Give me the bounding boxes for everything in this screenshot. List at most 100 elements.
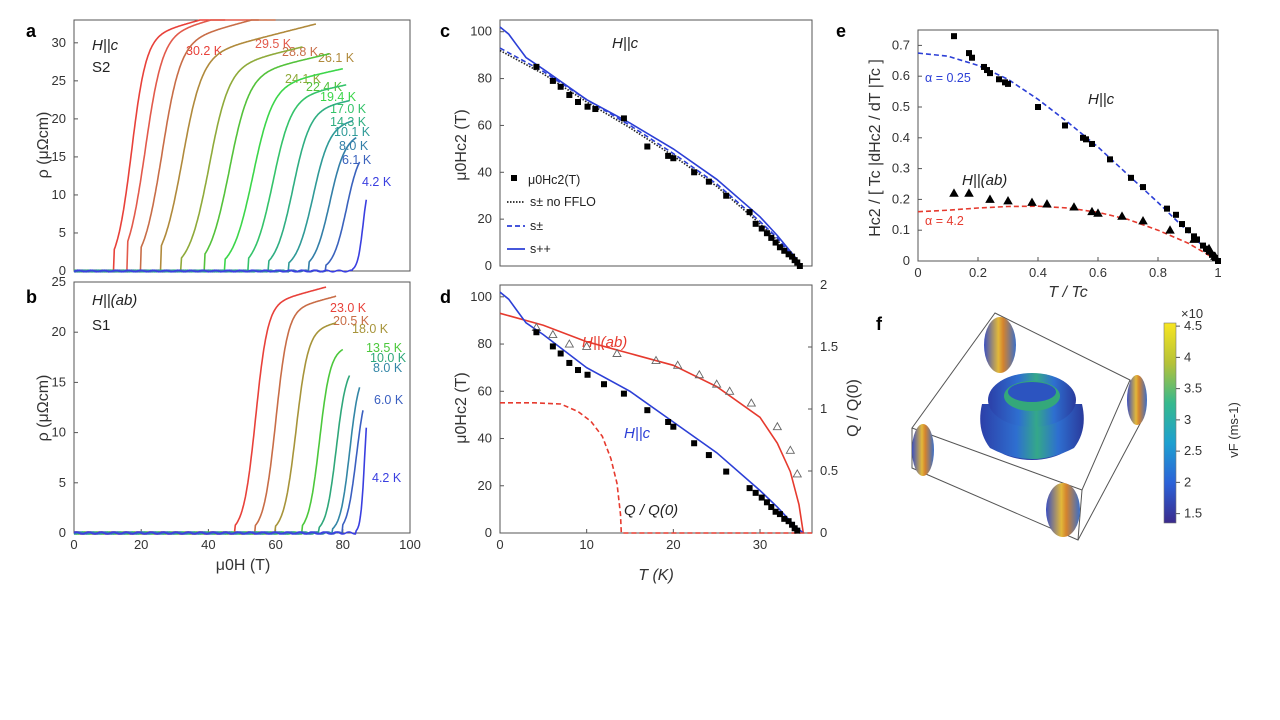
- panel-e-c-point-20: [1185, 227, 1191, 234]
- panel-d-c-point-4: [575, 367, 581, 374]
- panel-c-point-12: [705, 178, 712, 185]
- panel-d-xtick-label-0: 0: [496, 537, 503, 552]
- colorbar-exponent: ×10: [1181, 306, 1203, 321]
- panel-d-curves: [499, 291, 812, 534]
- panel-e-c-point-23: [1200, 242, 1206, 249]
- panel-e-c-point-19: [1179, 221, 1185, 228]
- panel-d-ytick-label-2: 40: [478, 431, 492, 446]
- panel-d-annot-ab: H||(ab): [582, 334, 627, 351]
- panel-c-point-7: [620, 115, 627, 122]
- panel-a-curve-label-2: 28.8 K: [282, 45, 319, 59]
- panel-c-point-13: [723, 192, 730, 199]
- panel-a-letter: a: [26, 21, 37, 41]
- colorbar-tick-label-0: 4.5: [1184, 318, 1202, 333]
- panel-c-ytick-label-1: 20: [478, 211, 492, 226]
- panel-c-point-10: [670, 155, 677, 162]
- panel-c-point-18: [768, 234, 775, 241]
- panel-b-ytick-label-0: 0: [59, 525, 66, 540]
- panel-e-ytick-label-5: 0.5: [892, 99, 910, 114]
- panel-d-y2-ytick-label-3: 1.5: [820, 339, 838, 354]
- panel-d-letter: d: [440, 287, 451, 307]
- panel-c-yticks: 0 20 40 60 80 100: [470, 24, 504, 273]
- panel-c-ytick-label-5: 100: [470, 24, 492, 39]
- panel-e-c-point-0: [951, 33, 957, 40]
- panel-e-ab-point-14: [1210, 251, 1220, 260]
- panel-e-ytick-label-1: 0.1: [892, 222, 910, 237]
- panel-c-point-16: [758, 225, 765, 232]
- panel-d-yticks: 0 20 40 60 80 100: [470, 289, 504, 540]
- panel-e-xtick-label-4: 0.8: [1149, 265, 1167, 280]
- panel-c-ylabel: μ0Hc2 (T): [453, 109, 470, 180]
- panel-e-c-point-1: [966, 50, 972, 57]
- panel-c-line-0: [499, 49, 803, 267]
- panel-d-c-point-21: [781, 515, 788, 522]
- panel-e-xticks: 0 0.2 0.4 0.6 0.8 1: [914, 257, 1222, 280]
- panel-d-ab-point-4: [612, 348, 622, 357]
- panel-c-point-19: [772, 239, 779, 246]
- panel-d-xtick-label-1: 10: [579, 537, 593, 552]
- panel-e-ab-point-6: [1069, 202, 1079, 211]
- panel-b-xtick-label-1: 20: [134, 537, 148, 552]
- panel-c-point-14: [746, 209, 753, 216]
- panel-a-ylabel: ρ (μΩcm): [35, 112, 52, 179]
- panel-e-alpha2: α = 4.2: [925, 214, 964, 228]
- panel-b-ytick-label-1: 5: [59, 475, 66, 490]
- panel-e-ytick-label-2: 0.2: [892, 191, 910, 206]
- panel-d-c-point-1: [549, 343, 556, 350]
- panel-d-ab-point-6: [672, 360, 683, 369]
- panel-a-curve-label-11: 6.1 K: [342, 153, 372, 167]
- colorbar-tick-label-1: 4: [1184, 349, 1191, 364]
- panel-a-curves: 30.2 K 29.5 K28.8 K 26.1 K24.1 K22.4 K19.4…: [73, 19, 392, 273]
- panel-d-c-point-20: [776, 511, 783, 518]
- colorbar-tick-label-4: 2.5: [1184, 443, 1202, 458]
- panel-d-c-point-16: [758, 494, 765, 501]
- panel-e-ab-point-7: [1087, 206, 1097, 216]
- panel-e-ytick-label-3: 0.3: [892, 161, 910, 176]
- panel-a-annot-field: H||c: [92, 37, 119, 54]
- panel-f-letter: f: [876, 314, 883, 334]
- legend-marker-points: [511, 175, 517, 181]
- panel-a-curve-2: [73, 19, 276, 273]
- panel-c-point-3: [566, 91, 573, 98]
- panel-d-ytick-label-3: 60: [478, 383, 492, 398]
- panel-e-ab-point-9: [1117, 211, 1127, 220]
- panel-c-point-25: [794, 259, 801, 266]
- panel-d-ab-point-11: [772, 421, 783, 431]
- panel-c-chart: 0 20 40 60 80 100 H||c μ0Hc2 (T) μ0Hc2(T) s± …: [453, 19, 813, 273]
- panel-e-ab-point-0: [949, 188, 959, 197]
- panel-c-line-1: [499, 47, 803, 267]
- panel-e-c-point-24: [1203, 245, 1209, 252]
- panel-b-curve-label-6: 6.0 K: [374, 393, 404, 407]
- colorbar-tick-label-3: 3: [1184, 412, 1191, 427]
- panel-e-c-point-14: [1107, 156, 1113, 163]
- panel-b-xticks: 0 20 40 60 80 100: [70, 529, 421, 552]
- panel-c-ytick-label-3: 60: [478, 117, 492, 132]
- panel-a-curve-12: [73, 199, 368, 273]
- panel-c-point-22: [785, 251, 792, 258]
- panel-d-ab-point-10: [746, 398, 757, 407]
- panel-a-ytick-label-5: 25: [52, 73, 66, 88]
- panel-c-point-21: [781, 247, 788, 254]
- panel-e-ylabel: Hc2 / [ Tc |dHc2 / dT |Tc ]: [867, 59, 884, 237]
- panel-e-c-point-18: [1173, 211, 1179, 218]
- panel-b-curve-label-5: 8.0 K: [373, 361, 403, 375]
- legend-label-points: μ0Hc2(T): [528, 173, 580, 187]
- panel-e-ytick-label-6: 0.6: [892, 68, 910, 83]
- panel-e-yticks: 0 0.1 0.2 0.3 0.4 0.5 0.6 0.7: [892, 37, 922, 268]
- panel-c-ytick-label-2: 40: [478, 164, 492, 179]
- panel-a-curve-label-12: 4.2 K: [362, 175, 392, 189]
- panel-d-c-point-10: [670, 423, 677, 430]
- panel-b-annot-sample: S1: [92, 317, 110, 334]
- panel-d-ab-point-8: [711, 379, 722, 388]
- panel-d-chart: 0 20 40 60 80 100 0 0.5 1 1.5 2 0 10 20 30 H||(ab) H…: [453, 277, 862, 584]
- panel-e-chart: 0 0.1 0.2 0.3 0.4 0.5 0.6 0.7 0 0.2 0.4 0.6 0.8 1 H|…: [867, 29, 1222, 301]
- panel-c-frame: [499, 19, 813, 267]
- panel-c-point-8: [644, 143, 651, 150]
- panel-c-curves: [499, 26, 803, 269]
- panel-e-c-point-3: [981, 63, 987, 70]
- panel-b-curve-1: [73, 295, 337, 536]
- colorbar-tick-label-2: 3.5: [1184, 381, 1202, 396]
- panel-d-c-point-0: [533, 329, 540, 336]
- panel-b-curve-6: [73, 410, 364, 535]
